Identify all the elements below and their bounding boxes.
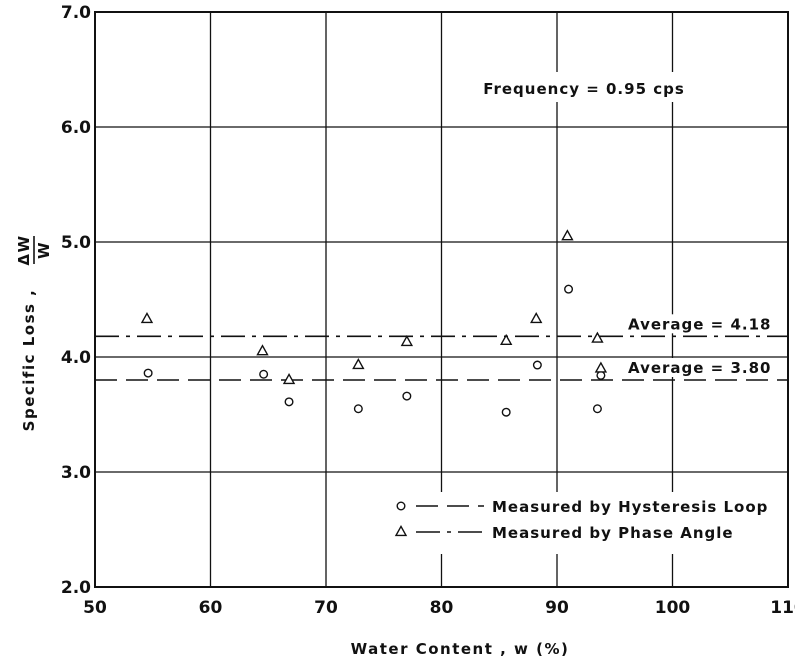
x-tick-label: 100: [655, 598, 691, 618]
phase-angle-point: [530, 312, 543, 324]
x-tick-label: 80: [430, 598, 454, 618]
grid: [95, 12, 788, 587]
average-label-bg: [622, 314, 778, 334]
frequency-annotation: Frequency = 0.95 cps: [483, 80, 685, 98]
phase-angle-point: [499, 333, 513, 346]
hysteresis-point: [501, 407, 511, 417]
legend: Measured by Hysteresis Loop Measured by P…: [385, 492, 783, 554]
average-label-bg: [622, 358, 778, 377]
x-axis-label: Water Content , w (%): [351, 640, 570, 658]
hysteresis-point: [532, 360, 542, 370]
phase-angle-point: [591, 331, 604, 343]
x-tick-label: 70: [314, 598, 338, 618]
x-tick-label: 60: [199, 598, 223, 618]
y-axis-fraction-denominator: W: [35, 241, 53, 259]
y-axis-label-group: Specific Loss , ΔW W: [15, 234, 53, 431]
hysteresis-point: [592, 404, 602, 414]
hysteresis-point: [402, 391, 412, 401]
phase-angle-point: [256, 344, 269, 356]
average-lines: Average = 3.80 Average = 4.18: [95, 314, 788, 381]
legend-label-phase: Measured by Phase Angle: [492, 524, 734, 542]
y-tick-label: 3.0: [61, 463, 91, 483]
phase-angle-point: [352, 358, 365, 370]
hysteresis-point: [564, 284, 574, 294]
average-label-hysteresis: Average = 3.80: [628, 359, 771, 377]
plot-frame: [94, 11, 789, 588]
phase-angle-point: [400, 335, 414, 347]
legend-label-hysteresis: Measured by Hysteresis Loop: [492, 498, 768, 516]
hysteresis-point: [596, 370, 606, 380]
data-points: [140, 229, 608, 417]
y-tick-label: 7.0: [61, 3, 91, 23]
x-tick-label: 50: [83, 598, 107, 618]
phase-angle-point: [561, 229, 574, 241]
hysteresis-point: [259, 369, 269, 379]
legend-marker-hysteresis: [396, 501, 406, 511]
hysteresis-point: [353, 404, 363, 414]
annotation-box: Frequency = 0.95 cps: [464, 72, 708, 102]
x-tick-label: 110: [770, 598, 795, 618]
x-tick-label: 90: [545, 598, 569, 618]
average-label-phase: Average = 4.18: [628, 315, 771, 333]
y-tick-label: 2.0: [61, 578, 91, 598]
phase-angle-point: [140, 312, 154, 324]
legend-background: [385, 492, 783, 554]
y-axis-label: Specific Loss ,: [20, 289, 38, 432]
y-axis-fraction-numerator: ΔW: [15, 234, 33, 265]
y-tick-label: 6.0: [61, 118, 91, 138]
tick-labels: 50 60 70 80 90 100 110 2.0 3.0 4.0 5.0 6.0 7.0: [61, 3, 795, 618]
phase-angle-point: [594, 361, 608, 373]
y-tick-label: 4.0: [61, 348, 91, 368]
phase-angle-point: [282, 372, 296, 385]
hysteresis-point: [284, 397, 294, 407]
hysteresis-point: [143, 368, 153, 378]
legend-marker-phase: [394, 524, 408, 537]
y-tick-label: 5.0: [61, 233, 91, 253]
